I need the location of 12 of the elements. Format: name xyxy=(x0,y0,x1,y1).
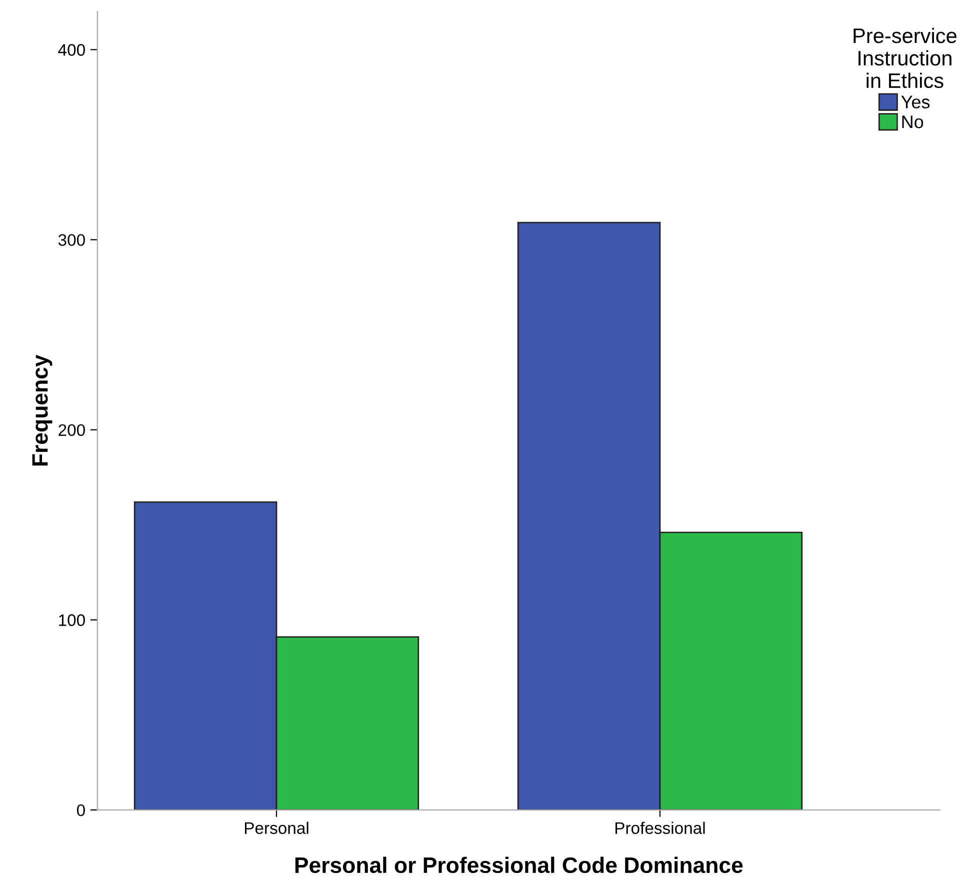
y-tick-label: 300 xyxy=(58,234,85,246)
x-tick-label: Professional xyxy=(615,822,705,834)
legend-label: Yes xyxy=(901,96,930,108)
y-tick-label: 200 xyxy=(58,424,85,436)
y-tick-label: 400 xyxy=(58,44,85,56)
legend-label: No xyxy=(902,116,924,128)
legend-title: Pre-service Instruction in Ethics xyxy=(854,28,956,88)
y-tick-label: 100 xyxy=(59,614,85,626)
y-axis-title: Frequency xyxy=(32,354,52,466)
y-tick-label: 0 xyxy=(76,804,85,816)
x-axis-title: Personal or Professional Code Dominance xyxy=(295,856,743,874)
x-tick-label: Personal xyxy=(244,822,308,834)
